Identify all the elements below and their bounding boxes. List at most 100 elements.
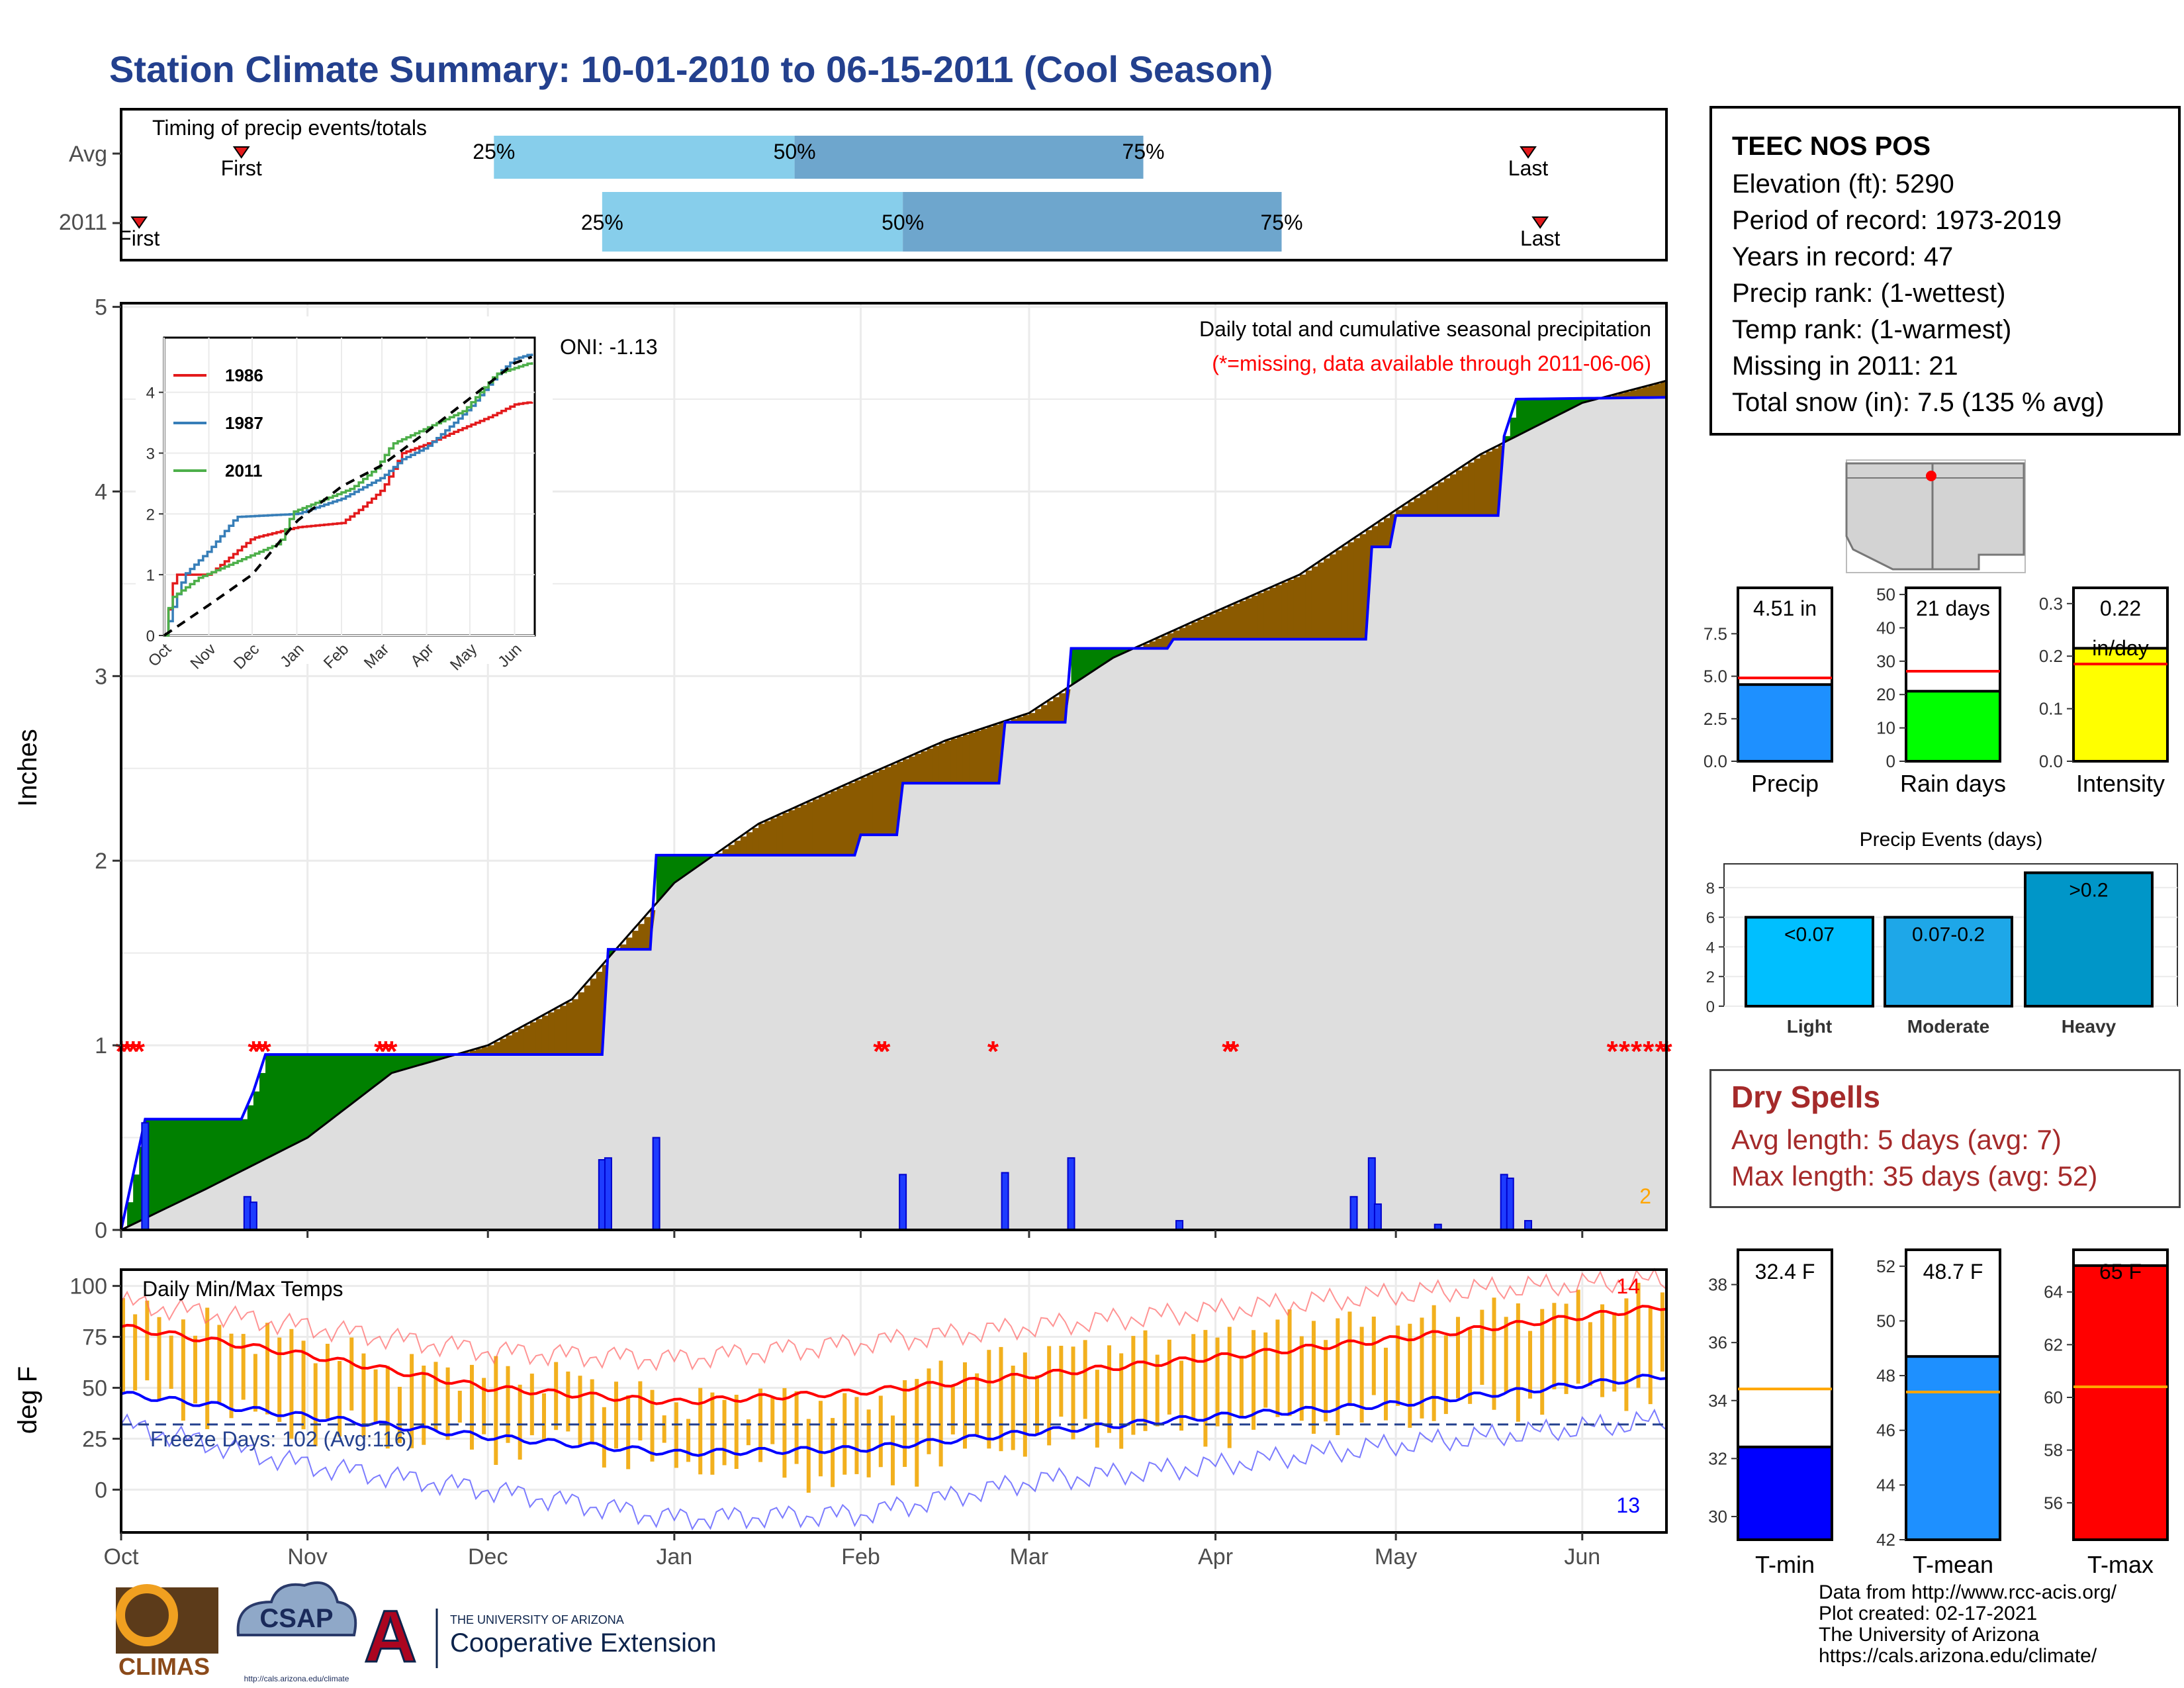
surplus-fill xyxy=(686,855,693,874)
month-tick-label: Oct xyxy=(104,1544,139,1570)
mini-bar-value xyxy=(1905,690,2001,763)
deficit-fill xyxy=(1480,454,1487,516)
temp-bar-charts: 32.4 F T-min 30 32 34 36 38 48.7 F T-mean 42 44 46 4… xyxy=(1708,1248,2169,1578)
deficit-fill xyxy=(1299,574,1306,639)
precip-fills xyxy=(120,379,1667,1231)
timing-pct-75: 75% xyxy=(1260,211,1302,234)
daily-temp-range-bar xyxy=(217,1325,222,1404)
daily-temp-range-bar xyxy=(842,1393,847,1475)
timing-last-label: Last xyxy=(1508,156,1549,180)
daily-temp-range-bar xyxy=(1119,1353,1124,1449)
station-name: TEEC NOS POS xyxy=(1732,132,1931,161)
surplus-fill xyxy=(187,1119,194,1198)
deficit-fill xyxy=(921,751,928,784)
deficit-fill xyxy=(1443,478,1451,516)
missing-data-marker: * xyxy=(134,1035,146,1068)
deficit-fill xyxy=(1462,466,1469,516)
daily-temp-range-bar xyxy=(373,1369,378,1425)
surplus-fill xyxy=(1564,399,1571,412)
deficit-fill xyxy=(1173,630,1180,639)
inset-avg-line xyxy=(163,355,533,637)
mini-bar-tick-label: 0 xyxy=(1886,751,1895,771)
daily-temp-range-bar xyxy=(578,1376,582,1446)
temp-bar-tick-label: 48 xyxy=(1876,1366,1895,1385)
deficit-fill xyxy=(1221,608,1228,639)
deficit-fill xyxy=(842,786,849,855)
deficit-fill xyxy=(1275,585,1283,639)
deficit-fill xyxy=(1426,490,1433,516)
daily-temp-range-bar xyxy=(950,1385,955,1434)
daily-temp-range-bar xyxy=(1299,1336,1304,1421)
deficit-fill xyxy=(950,738,958,784)
deficit-fill xyxy=(734,840,741,855)
avg-cumulative-line xyxy=(120,379,1667,1231)
daily-temp-range-bar xyxy=(1215,1337,1220,1427)
daily-temp-range-bar xyxy=(1588,1322,1592,1386)
daily-temp-range-bar xyxy=(1203,1330,1208,1447)
surplus-fill xyxy=(289,1055,296,1147)
deficit-fill xyxy=(1624,391,1631,399)
missing-data-marker: * xyxy=(1228,1035,1240,1068)
deficit-fill xyxy=(1215,611,1222,639)
station-location-dot xyxy=(1926,471,1936,481)
daily-temp-range-bar xyxy=(1227,1327,1232,1448)
deficit-fill xyxy=(548,1012,555,1055)
surplus-fill xyxy=(325,1055,332,1124)
daily-temp-range-bar xyxy=(890,1415,895,1485)
mini-bar-tick-label: 0.3 xyxy=(2039,594,2063,614)
surplus-fill xyxy=(1528,399,1535,430)
deficit-fill xyxy=(1618,393,1625,399)
temp-bar-tick-label: 32 xyxy=(1708,1448,1727,1468)
temp-bar-tick-label: 34 xyxy=(1708,1391,1727,1411)
daily-temp-range-bar xyxy=(1552,1303,1557,1389)
timing-pct-75: 75% xyxy=(1122,140,1165,164)
temp-panel-border xyxy=(120,1268,1668,1534)
daily-temp-range-bar xyxy=(121,1298,125,1392)
temp-y-tick-label: 100 xyxy=(69,1274,107,1299)
inset-legend-label: 2011 xyxy=(225,461,262,481)
temp-content xyxy=(120,1267,1667,1531)
timing-pct-25: 25% xyxy=(473,140,515,164)
daily-temp-range-bar xyxy=(1035,1375,1040,1435)
temp-y-tick-label: 25 xyxy=(82,1427,107,1452)
inset-y-tick-label: 4 xyxy=(146,385,155,402)
surplus-fill xyxy=(271,1055,278,1156)
surplus-fill xyxy=(127,1202,134,1227)
surplus-fill xyxy=(235,1119,242,1174)
daily-temp-range-bar xyxy=(698,1387,703,1475)
deficit-fill xyxy=(476,1049,482,1055)
surplus-fill xyxy=(355,1055,363,1101)
deficit-fill xyxy=(1486,451,1493,516)
temp-bar-tick-label: 50 xyxy=(1876,1311,1895,1331)
timing-row-label-avg: Avg xyxy=(69,142,107,167)
daily-temp-range-bar xyxy=(746,1419,751,1446)
surplus-fill xyxy=(698,855,705,867)
daily-temp-range-bar xyxy=(349,1337,354,1411)
daily-temp-range-bar xyxy=(385,1366,390,1449)
daily-temp-range-bar xyxy=(1311,1321,1316,1434)
events-category-label: Heavy xyxy=(2062,1016,2116,1037)
surplus-fill xyxy=(151,1119,158,1216)
daily-temp-range-bar xyxy=(710,1392,715,1475)
deficit-fill xyxy=(1155,638,1162,649)
surplus-fill xyxy=(313,1055,320,1133)
daily-temp-range-bar xyxy=(1492,1297,1496,1410)
mini-bar-value-label: 4.51 in xyxy=(1753,596,1817,620)
deficit-fill xyxy=(1059,693,1066,723)
surplus-fill xyxy=(199,1119,206,1193)
surplus-fill xyxy=(692,855,699,870)
daily-temp-range-bar xyxy=(325,1344,330,1419)
temp-bar-tick-label: 38 xyxy=(1708,1275,1727,1295)
csap-logo-url: http://cals.arizona.edu/climate xyxy=(244,1674,349,1683)
climas-logo: CLIMAS xyxy=(116,1584,218,1680)
missing-data-marker: * xyxy=(1607,1035,1619,1068)
deficit-fill xyxy=(1233,603,1240,639)
surplus-fill xyxy=(163,1119,170,1210)
temp-bar-tick-label: 36 xyxy=(1708,1333,1727,1352)
dry-spells-avg-length: Avg length: 5 days (avg: 7) xyxy=(1731,1124,2062,1155)
daily-temp-range-bar xyxy=(181,1319,185,1421)
daily-precip-bar xyxy=(652,1137,660,1231)
surplus-fill xyxy=(175,1119,182,1204)
daily-temp-range-bar xyxy=(397,1386,402,1443)
deficit-fill xyxy=(578,992,585,1055)
